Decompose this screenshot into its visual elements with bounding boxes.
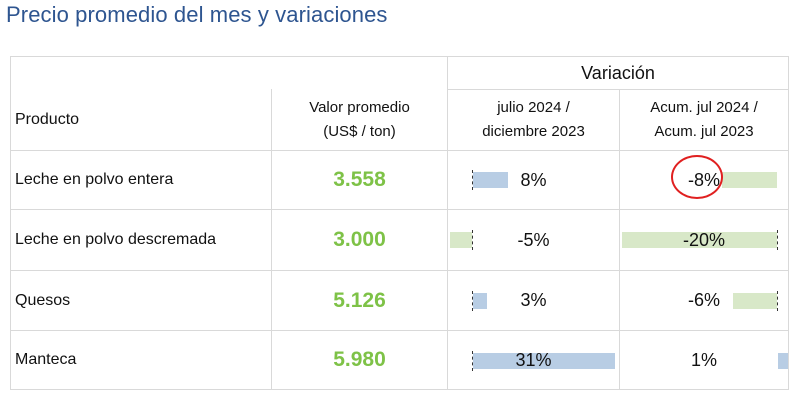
grid-line [11,330,788,331]
grid-line [447,57,448,389]
bar-cumulative-manteca [778,353,788,369]
zero-axis [777,230,778,250]
page-title: Precio promedio del mes y variaciones [6,2,388,27]
avg-value: 3.000 [333,228,386,251]
bar-cumulative-leche-entera [722,172,777,188]
avg-value: 5.980 [333,348,386,371]
grid-line [11,209,788,210]
avg-value: 3.558 [333,168,386,191]
zero-axis [472,170,473,190]
avg-value-header: Valor promedio (US$ / ton) [272,90,447,150]
grid-line [11,270,788,271]
cumulative-variation-header-line2: Acum. jul 2023 [654,123,754,140]
bar-monthly-leche-descremada [450,232,472,248]
monthly-variation-header-line2: diciembre 2023 [482,123,585,140]
monthly-variation: 3% [520,290,547,310]
grid-line [271,89,272,389]
bar-cumulative-quesos [733,293,777,309]
product-name: Leche en polvo entera [15,171,174,188]
grid-line [447,89,788,90]
monthly-variation-header-line1: julio 2024 / [497,99,570,116]
price-table: Variación Producto Valor promedio (US$ /… [10,56,789,390]
avg-value-header-line2: (US$ / ton) [323,123,396,140]
zero-axis [472,230,473,250]
zero-axis [777,291,778,311]
product-header: Producto [15,111,80,128]
bar-cumulative-leche-descremada [622,232,777,248]
zero-axis [472,291,473,311]
avg-value-header-line1: Valor promedio [309,99,410,116]
avg-value: 5.126 [333,288,386,312]
grid-line [619,89,620,389]
monthly-variation: 31% [515,349,552,370]
zero-axis [472,351,473,371]
product-name: Leche en polvo descremada [15,231,217,248]
variation-header: Variación [581,62,655,83]
grid-line [11,150,788,151]
cumulative-variation: -6% [687,290,720,310]
cumulative-variation: 1% [690,349,717,370]
bar-monthly-manteca [473,353,615,369]
monthly-variation-header: julio 2024 / diciembre 2023 [448,90,619,150]
monthly-variation: -5% [517,229,550,250]
cumulative-variation-header-line1: Acum. jul 2024 / [650,99,758,116]
product-name: Quesos [15,291,71,309]
product-name: Manteca [15,351,77,368]
bar-monthly-quesos [473,293,487,309]
highlight-circle [671,155,723,199]
bar-monthly-leche-entera [473,172,508,188]
cumulative-variation: -20% [682,229,726,250]
monthly-variation: 8% [520,169,547,190]
cumulative-variation-header: Acum. jul 2024 / Acum. jul 2023 [620,90,788,150]
